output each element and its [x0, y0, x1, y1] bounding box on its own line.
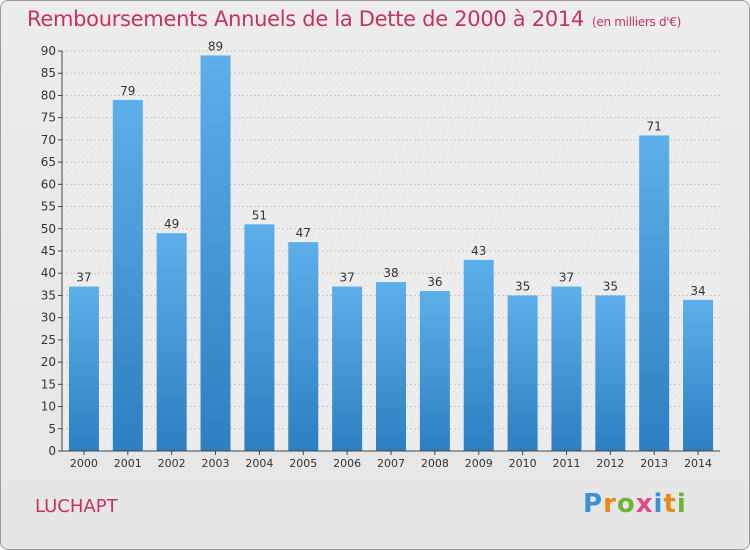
x-tick-label: 2012 [596, 457, 624, 470]
y-tick-label: 55 [41, 200, 56, 214]
y-tick-label: 75 [41, 111, 56, 125]
x-tick-label: 2001 [114, 457, 142, 470]
bar-2012 [595, 295, 626, 451]
y-tick-label: 40 [41, 266, 56, 280]
bar-2006 [332, 286, 363, 451]
y-tick-label: 30 [41, 311, 56, 325]
y-tick-label: 50 [41, 222, 56, 236]
data-label: 89 [208, 39, 223, 53]
x-tick-label: 2011 [552, 457, 580, 470]
bar-2002 [156, 233, 187, 451]
y-tick-label: 90 [41, 44, 56, 58]
bar-2011 [551, 286, 582, 451]
data-label: 43 [471, 244, 486, 258]
bar-2007 [376, 282, 406, 451]
bar-2000 [68, 286, 99, 451]
bar-2014 [683, 299, 714, 451]
logo-letter: i [676, 489, 687, 519]
x-tick-label: 2008 [421, 457, 449, 470]
data-label: 38 [383, 266, 398, 280]
x-tick-label: 2013 [640, 457, 668, 470]
data-label: 71 [647, 119, 662, 133]
data-label: 35 [603, 279, 618, 293]
bar-2005 [288, 242, 319, 451]
data-label: 37 [559, 271, 574, 285]
data-label: 79 [120, 84, 135, 98]
bar-2003 [200, 55, 231, 451]
y-tick-label: 70 [41, 133, 56, 147]
x-tick-label: 2002 [158, 457, 186, 470]
data-label: 37 [76, 271, 91, 285]
bar-2001 [112, 99, 143, 451]
x-tick-label: 2000 [70, 457, 98, 470]
x-tick-label: 2007 [377, 457, 405, 470]
data-label: 47 [296, 226, 311, 240]
data-label: 51 [252, 208, 267, 222]
y-tick-label: 45 [41, 244, 56, 258]
x-tick-label: 2004 [245, 457, 273, 470]
data-label: 34 [690, 284, 705, 298]
bar-2013 [639, 135, 670, 451]
chart-subtitle: (en milliers d'€) [592, 15, 682, 29]
bar-2008 [419, 291, 450, 451]
logo-letter: i [653, 489, 664, 519]
x-tick-label: 2010 [509, 457, 537, 470]
x-tick-label: 2014 [684, 457, 712, 470]
y-tick-label: 80 [41, 88, 56, 102]
data-label: 36 [427, 275, 442, 289]
x-tick-label: 2006 [333, 457, 361, 470]
bar-2010 [507, 295, 538, 451]
chart-title: Remboursements Annuels de la Dette de 20… [27, 7, 682, 31]
y-tick-label: 5 [48, 422, 56, 436]
y-tick-label: 60 [41, 177, 56, 191]
y-tick-label: 35 [41, 288, 56, 302]
proxiti-logo: Proxiti [583, 489, 687, 519]
y-tick-label: 10 [41, 400, 56, 414]
commune-name: LUCHAPT [35, 496, 118, 517]
y-tick-label: 65 [41, 155, 56, 169]
data-label: 35 [515, 279, 530, 293]
y-tick-label: 15 [41, 377, 56, 391]
logo-letter: o [616, 489, 636, 519]
x-tick-label: 2003 [202, 457, 230, 470]
y-tick-label: 0 [48, 444, 56, 458]
bar-2004 [244, 224, 275, 451]
x-tick-label: 2005 [289, 457, 317, 470]
logo-letter: x [635, 489, 654, 519]
bar-2009 [463, 259, 494, 451]
data-label: 49 [164, 217, 179, 231]
y-tick-label: 85 [41, 66, 56, 80]
y-tick-label: 25 [41, 333, 56, 347]
y-tick-label: 20 [41, 355, 56, 369]
data-label: 37 [339, 271, 354, 285]
logo-letter: P [583, 489, 604, 519]
logo-letter: t [663, 489, 677, 519]
x-tick-label: 2009 [465, 457, 493, 470]
logo-letter: r [603, 489, 617, 519]
